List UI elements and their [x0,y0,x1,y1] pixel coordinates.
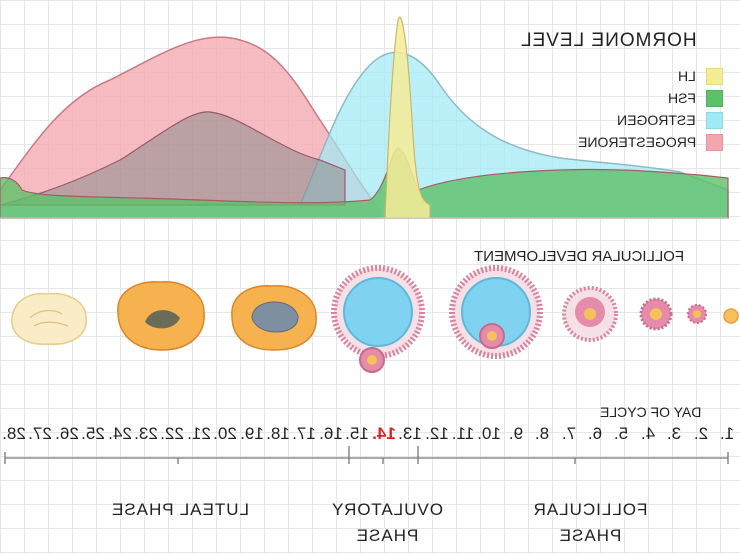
corpus-luteum-late [117,281,205,351]
estrogen-swatch [706,112,723,129]
ovulating-follicle [331,265,425,373]
fsh-curve [0,147,729,219]
day-label: 20. [213,424,238,443]
day-label: 2. [693,424,708,443]
estrogen-label: ESTROGEN [617,112,696,128]
progesterone-swatch [706,134,723,151]
day-label: 1. [719,424,735,443]
day-label: 6. [587,424,603,443]
corpus-luteum-early [231,285,317,351]
day-label: 7. [561,424,576,443]
fsh-swatch [706,90,723,107]
day-label: 9. [508,424,523,443]
hormone-level-title: HORMONE LEVEL [520,30,697,51]
ovulatory-phase-label: OVULATORY PHASE [331,500,443,545]
day-label: 3. [667,424,682,443]
luteal-phase-label: LUTEAL PHASE [111,500,249,519]
lh-label: LH [678,68,696,84]
day-label: 10. [477,424,502,443]
secondary-follicle [562,286,618,342]
day-label: 24. [107,424,132,443]
day-label: 8. [535,424,550,443]
day-label: 28. [2,424,26,443]
day-label: 14. [371,424,396,443]
follicular-development-title: FOLLICULAR DEVELOPMENT [474,248,685,265]
day-label: 27. [28,424,53,443]
legend-progesterone: PROGESTERONE [556,134,736,151]
lh-curve [384,16,431,219]
day-label: 22. [160,424,185,443]
day-label: 25. [81,424,106,443]
day-label: 23. [134,424,158,443]
day-label: 26. [55,424,79,443]
early-follicle [639,297,673,331]
progesterone-label: PROGESTERONE [577,134,696,150]
primary-follicle [687,304,707,324]
day-label: 13. [398,424,422,443]
day-axis: 1. 2. 3. 4. 5. 6. 7. 8. 9. 10. 11. 12. 13. 14. 15. 16. 1… [0,424,740,448]
day-label: 15. [345,424,370,443]
fsh-label: FSH [668,90,696,106]
mature-follicle [449,265,543,359]
day-label: 16. [319,424,343,443]
follicular-phase-label: FOLLICULAR PHASE [532,500,648,545]
legend-fsh: FSH [556,90,736,107]
day-label: 4. [640,424,655,443]
primordial-follicle [723,308,739,324]
day-of-cycle-title: DAY OF CYCLE [600,404,702,420]
phase-brackets [4,446,729,464]
day-label: 21. [187,424,211,443]
day-label: 19. [239,424,264,443]
corpus-albicans [11,292,87,345]
day-label: 12. [424,424,449,443]
day-label: 17. [292,424,317,443]
day-label: 11. [451,424,475,443]
progesterone-overlap [0,111,346,206]
day-label: 18. [266,424,290,443]
lh-swatch [706,68,723,85]
legend-estrogen: ESTROGEN [556,112,736,129]
day-label: 5. [614,424,629,443]
legend-lh: LH [556,68,736,85]
